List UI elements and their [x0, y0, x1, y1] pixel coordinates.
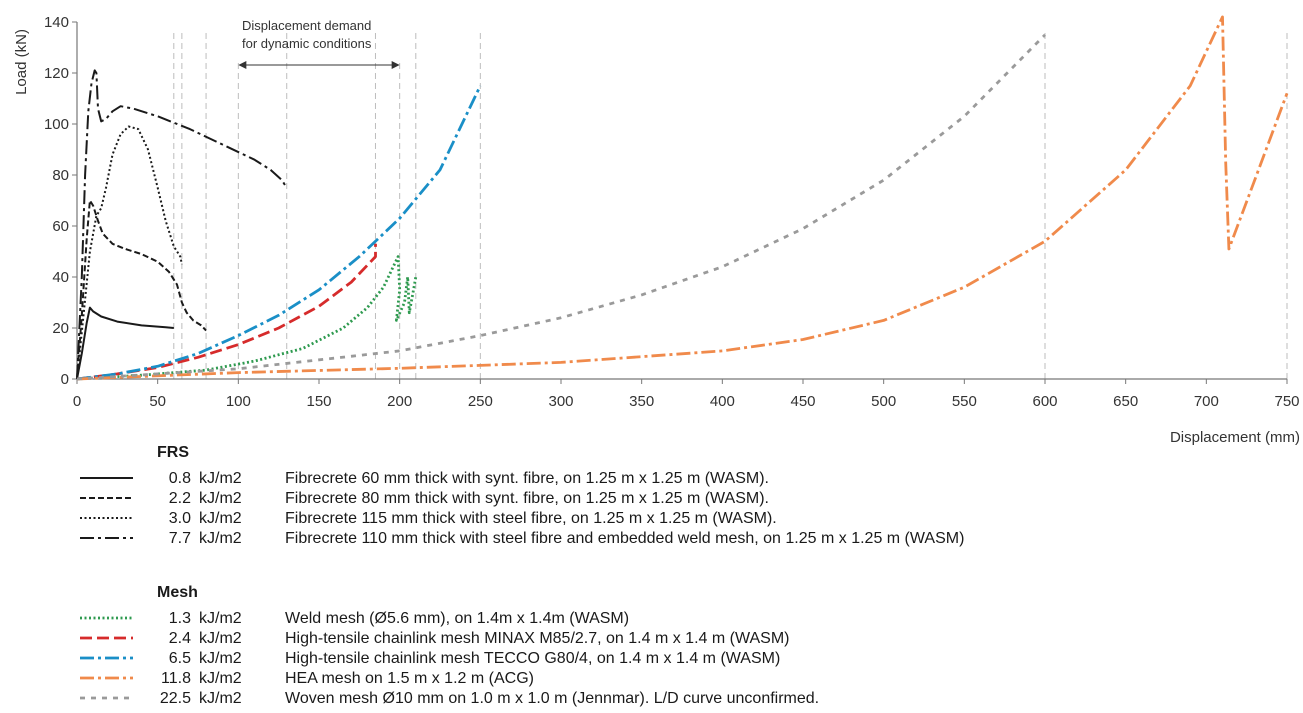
legend-description: Fibrecrete 80 mm thick with synt. fibre,…: [285, 490, 769, 507]
x-tick-label-150: 150: [306, 393, 331, 410]
legend-energy-3-0: 3.0: [169, 510, 191, 527]
x-tick-label-350: 350: [629, 393, 654, 410]
x-tick-label-600: 600: [1032, 393, 1057, 410]
x-tick-label-250: 250: [468, 393, 493, 410]
arrow-right-icon: [391, 61, 400, 69]
x-tick-label-750: 750: [1274, 393, 1299, 410]
legend-energy-2-4: 2.4: [169, 630, 191, 647]
displacement-demand-annotation: Displacement demand for dynamic conditio…: [238, 18, 400, 69]
y-axis-title: Load (kN): [13, 29, 30, 95]
y-tick-label-100: 100: [44, 116, 69, 133]
x-tick-label-100: 100: [226, 393, 251, 410]
legend-description: Fibrecrete 115 mm thick with steel fibre…: [285, 510, 777, 527]
series-frs-0-8: [76, 306, 174, 380]
series-frs-3-0: [76, 125, 183, 380]
x-tick-label-50: 50: [149, 393, 166, 410]
legend-unit: kJ/m2: [199, 610, 242, 627]
legend-energy-22-5: 22.5: [160, 690, 191, 707]
y-tick-label-0: 0: [61, 371, 69, 388]
legend: FRS 0.8 kJ/m2 Fibrecrete 60 mm thick with s…: [80, 444, 964, 707]
x-tick-label-450: 450: [790, 393, 815, 410]
x-tick-label-650: 650: [1113, 393, 1138, 410]
legend-energy-2-2: 2.2: [169, 490, 191, 507]
x-tick-label-200: 200: [387, 393, 412, 410]
legend-description: Weld mesh (Ø5.6 mm), on 1.4m x 1.4m (WAS…: [285, 610, 629, 627]
legend-energy-1-3: 1.3: [169, 610, 191, 627]
legend-energy-7-7: 7.7: [169, 530, 191, 547]
annotation-line-1: Displacement demand: [242, 18, 371, 33]
legend-unit: kJ/m2: [199, 530, 242, 547]
x-tick-label-700: 700: [1194, 393, 1219, 410]
legend-description: High-tensile chainlink mesh TECCO G80/4,…: [285, 650, 780, 667]
y-tick-label-60: 60: [52, 218, 69, 235]
legend-unit: kJ/m2: [199, 510, 242, 527]
legend-description: HEA mesh on 1.5 m x 1.2 m (ACG): [285, 670, 534, 687]
series-mesh-1-3: [76, 255, 418, 381]
legend-energy-11-8: 11.8: [161, 670, 191, 687]
y-tick-label-140: 140: [44, 14, 69, 31]
x-tick-label-550: 550: [952, 393, 977, 410]
legend-unit: kJ/m2: [199, 690, 242, 707]
legend-description: High-tensile chainlink mesh MINAX M85/2.…: [285, 630, 789, 647]
y-tick-label-120: 120: [44, 65, 69, 82]
x-tick-label-300: 300: [548, 393, 573, 410]
legend-energy-0-8: 0.8: [169, 470, 191, 487]
arrow-left-icon: [238, 61, 247, 69]
axes: 0 50 100 150 200 250 300 350 400 450 500 550 600 650 7…: [44, 14, 1300, 410]
plot-area: [76, 15, 1289, 381]
x-axis-title: Displacement (mm): [1170, 429, 1300, 446]
legend-energy-6-5: 6.5: [169, 650, 191, 667]
x-tick-label-500: 500: [871, 393, 896, 410]
series-mesh-11-8: [76, 15, 1289, 381]
legend-unit: kJ/m2: [199, 630, 242, 647]
y-tick-label-20: 20: [52, 320, 69, 337]
series-frs-2-2: [76, 199, 207, 380]
x-tick-label-0: 0: [73, 393, 81, 410]
series-mesh-6-5: [76, 85, 482, 381]
annotation-line-2: for dynamic conditions: [242, 36, 372, 51]
y-tick-label-80: 80: [52, 167, 69, 184]
legend-group-frs: FRS: [157, 444, 189, 461]
legend-description: Woven mesh Ø10 mm on 1.0 m x 1.0 m (Jenn…: [285, 690, 819, 707]
legend-unit: kJ/m2: [199, 470, 242, 487]
legend-unit: kJ/m2: [199, 650, 242, 667]
legend-unit: kJ/m2: [199, 670, 242, 687]
legend-description: Fibrecrete 60 mm thick with synt. fibre,…: [285, 470, 769, 487]
reference-lines: [173, 30, 1288, 379]
series-frs-7-7: [76, 69, 288, 380]
legend-description: Fibrecrete 110 mm thick with steel fibre…: [285, 530, 964, 547]
legend-group-mesh: Mesh: [157, 584, 198, 601]
series-mesh-22-5: [76, 33, 1046, 381]
legend-unit: kJ/m2: [199, 490, 242, 507]
x-tick-label-400: 400: [710, 393, 735, 410]
y-tick-label-40: 40: [52, 269, 69, 286]
